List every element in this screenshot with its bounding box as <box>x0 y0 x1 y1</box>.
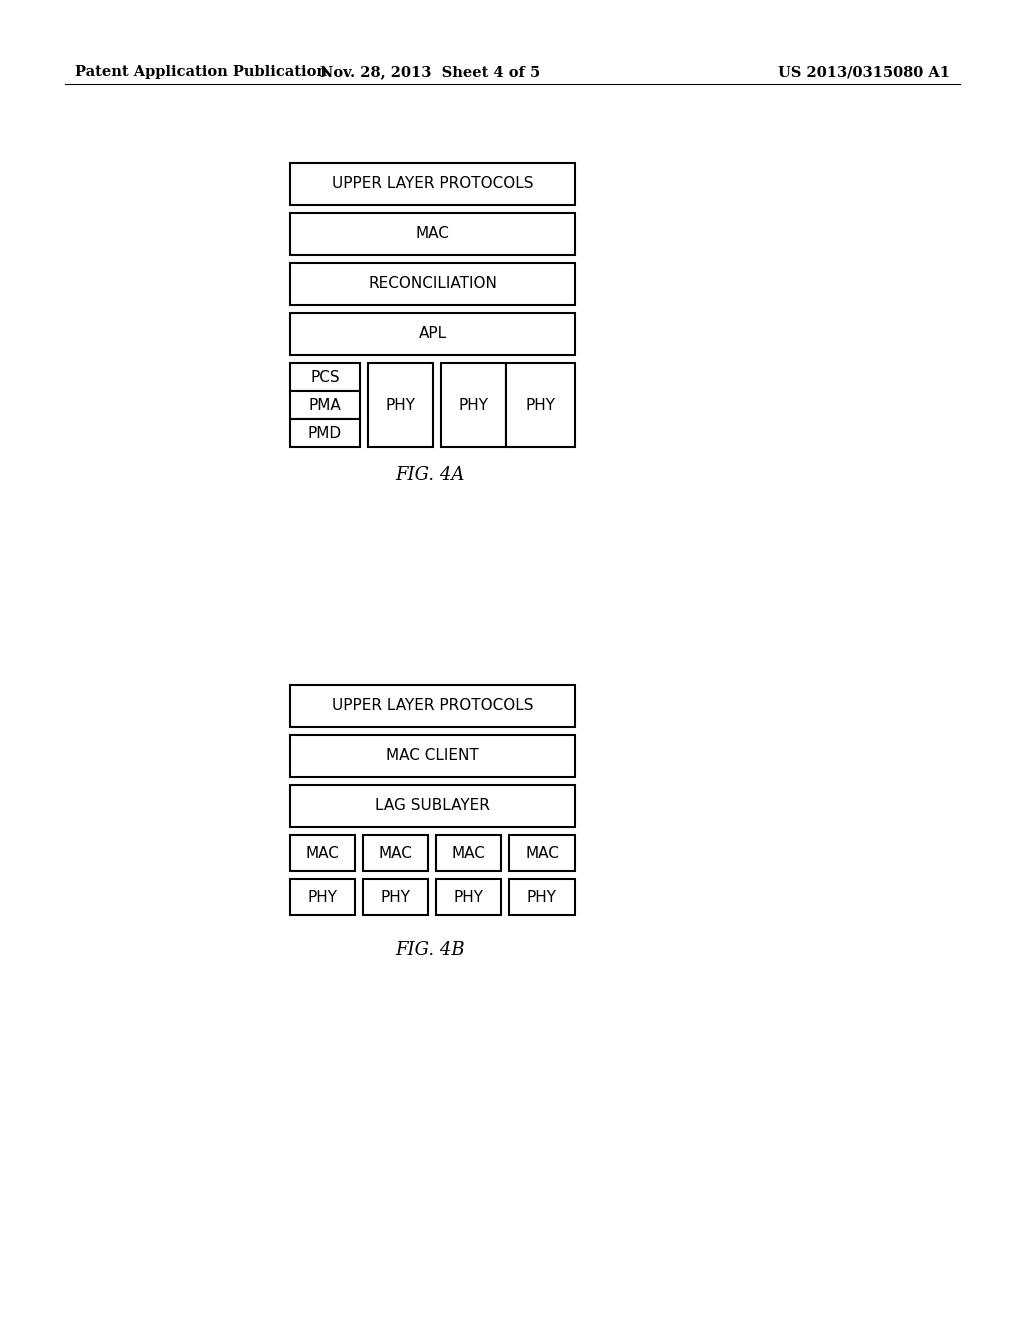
Text: Nov. 28, 2013  Sheet 4 of 5: Nov. 28, 2013 Sheet 4 of 5 <box>319 65 540 79</box>
Text: PMA: PMA <box>308 397 341 412</box>
Text: LAG SUBLAYER: LAG SUBLAYER <box>375 799 489 813</box>
Bar <box>290 785 575 828</box>
Text: PHY: PHY <box>525 397 555 412</box>
Text: MAC: MAC <box>416 227 450 242</box>
Text: MAC: MAC <box>452 846 485 861</box>
Bar <box>290 685 575 727</box>
Text: PMD: PMD <box>308 425 342 441</box>
Bar <box>290 263 575 305</box>
Bar <box>436 879 501 915</box>
Text: Patent Application Publication: Patent Application Publication <box>75 65 327 79</box>
Bar <box>362 836 428 871</box>
Bar <box>290 735 575 777</box>
Bar <box>290 418 360 447</box>
Text: UPPER LAYER PROTOCOLS: UPPER LAYER PROTOCOLS <box>332 698 534 714</box>
Bar <box>506 363 575 447</box>
Text: PCS: PCS <box>310 370 340 384</box>
Text: PHY: PHY <box>459 397 488 412</box>
Text: FIG. 4A: FIG. 4A <box>395 466 465 484</box>
Bar <box>290 313 575 355</box>
Text: PHY: PHY <box>307 890 338 904</box>
Bar <box>368 363 433 447</box>
Bar <box>509 836 575 871</box>
Text: PHY: PHY <box>454 890 483 904</box>
Text: PHY: PHY <box>381 890 411 904</box>
Text: MAC: MAC <box>379 846 413 861</box>
Bar <box>436 836 501 871</box>
Bar <box>290 836 355 871</box>
Text: RECONCILIATION: RECONCILIATION <box>368 276 497 292</box>
Bar <box>362 879 428 915</box>
Bar <box>441 363 506 447</box>
Text: MAC: MAC <box>525 846 559 861</box>
Text: US 2013/0315080 A1: US 2013/0315080 A1 <box>778 65 950 79</box>
Bar <box>290 162 575 205</box>
Bar <box>290 391 360 418</box>
Text: FIG. 4B: FIG. 4B <box>395 941 465 960</box>
Bar <box>290 213 575 255</box>
Bar <box>290 363 360 391</box>
Bar <box>290 879 355 915</box>
Text: PHY: PHY <box>527 890 557 904</box>
Text: MAC: MAC <box>305 846 339 861</box>
Bar <box>509 879 575 915</box>
Text: UPPER LAYER PROTOCOLS: UPPER LAYER PROTOCOLS <box>332 177 534 191</box>
Text: MAC CLIENT: MAC CLIENT <box>386 748 479 763</box>
Text: APL: APL <box>419 326 446 342</box>
Text: PHY: PHY <box>385 397 416 412</box>
